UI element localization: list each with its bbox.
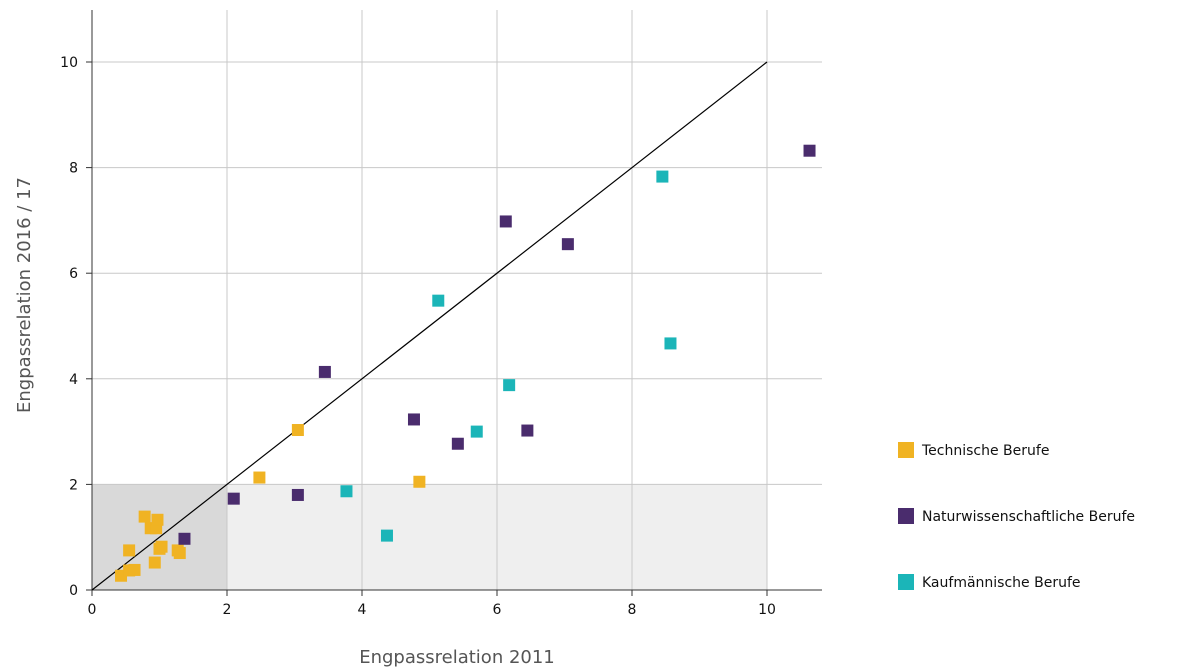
point-series2-6 [664,337,677,350]
point-series0-2 [128,563,141,576]
point-series1-5 [451,437,464,450]
point-series1-2 [291,488,304,501]
legend-swatch-0 [898,442,914,458]
point-series2-5 [656,170,669,183]
point-series2-4 [503,379,516,392]
point-series0-13 [253,471,266,484]
point-series0-14 [291,424,304,437]
legend-label-2: Kaufmännische Berufe [922,575,1080,591]
legend-label-0: Technische Berufe [921,443,1049,459]
point-series0-10 [155,540,168,553]
point-series1-8 [561,238,574,251]
point-series1-0 [178,532,191,545]
x-tick-label-0: 0 [88,602,97,618]
point-series2-0 [340,485,353,498]
point-series0-12 [173,547,186,560]
x-tick-label-2: 2 [223,602,232,618]
x-tick-label-4: 4 [358,602,367,618]
point-series0-3 [123,544,136,557]
x-axis-title: Engpassrelation 2011 [359,647,555,668]
point-series1-6 [499,215,512,228]
axes [86,10,822,596]
point-series0-15 [413,475,426,488]
data-points [115,144,816,582]
point-series1-7 [521,424,534,437]
legend-swatch-2 [898,574,914,590]
x-tick-label-8: 8 [628,602,637,618]
point-series1-3 [318,365,331,378]
point-series0-4 [138,510,151,523]
legend-swatch-1 [898,508,914,524]
y-tick-label-6: 6 [69,266,78,282]
point-series2-1 [380,529,393,542]
reference-line [91,61,768,591]
legend: Technische Berufe Naturwissenschaftliche … [898,442,1135,591]
tick-labels: 0 2 4 6 8 10 0 2 4 6 8 10 [60,55,776,618]
diagonal-reference-line [91,61,768,591]
y-tick-label-2: 2 [69,477,78,493]
point-series0-8 [148,556,161,569]
y-tick-label-4: 4 [69,372,78,388]
point-series0-7 [151,513,164,526]
grid-lines [92,10,822,590]
y-tick-label-10: 10 [60,55,78,71]
shaded-regions [92,484,767,590]
point-series2-2 [432,294,445,307]
y-tick-label-8: 8 [69,161,78,177]
y-tick-label-0: 0 [69,583,78,599]
point-series2-3 [470,425,483,438]
point-series1-9 [803,144,816,157]
legend-label-1: Naturwissenschaftliche Berufe [922,509,1135,525]
point-series1-4 [407,413,420,426]
point-series1-1 [227,492,240,505]
y-axis-title: Engpassrelation 2016 / 17 [14,177,35,413]
x-tick-label-6: 6 [493,602,502,618]
x-tick-label-10: 10 [758,602,776,618]
